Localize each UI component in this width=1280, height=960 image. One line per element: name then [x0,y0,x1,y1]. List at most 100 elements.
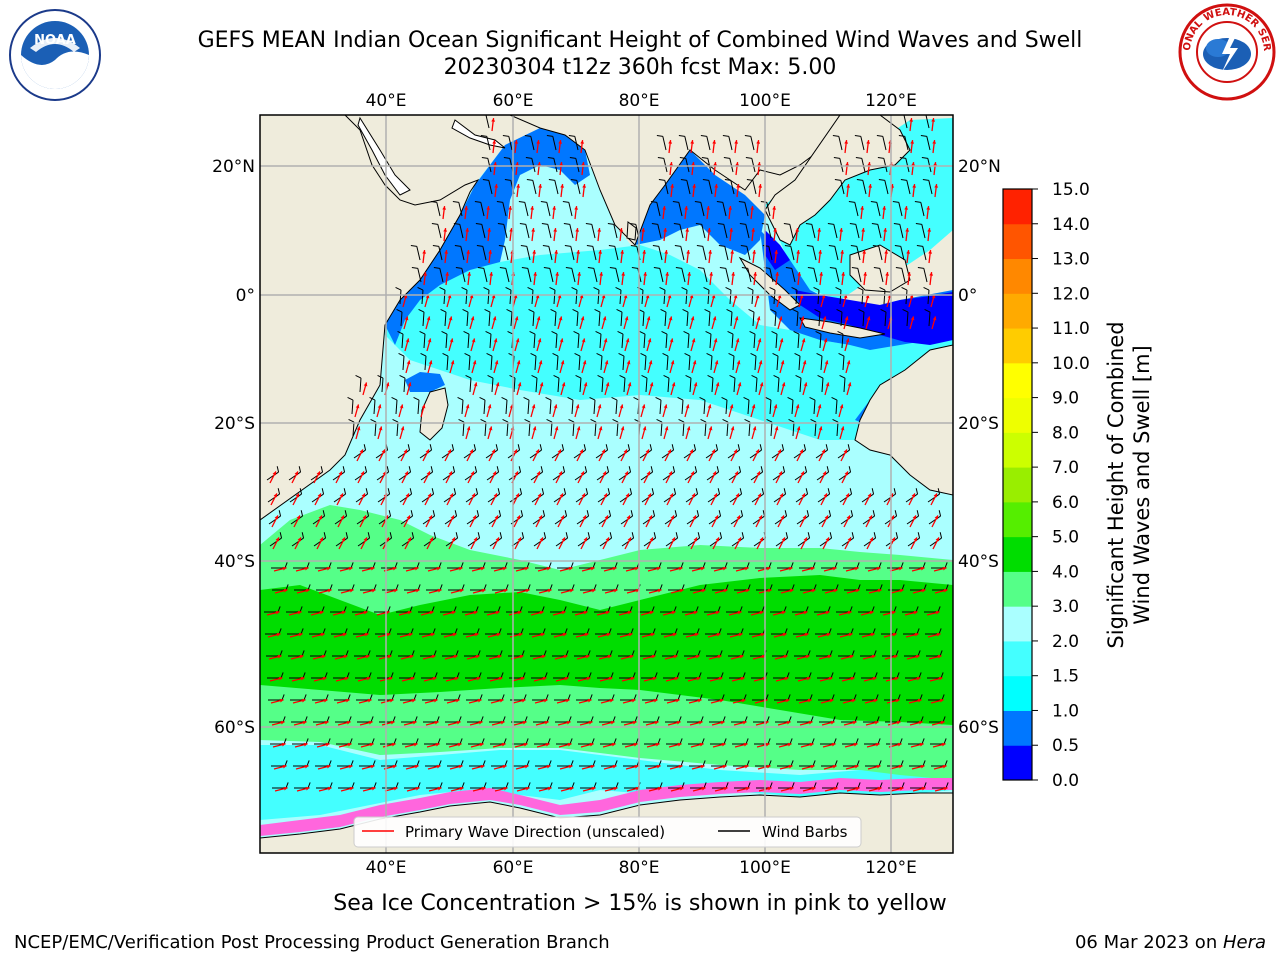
wind-barb [531,493,544,503]
wave-arrow-head [685,228,690,232]
wave-arrow-head [831,742,836,747]
wind-barb [833,224,838,239]
wave-arrow-head [845,162,850,166]
wind-barb [726,421,729,437]
wind-barb-flag [321,488,325,495]
wave-arrow-head [486,206,491,210]
wind-barb-flag [782,466,786,473]
wind-barb-flag [694,201,701,203]
wave-arrow-head [428,515,433,520]
wind-barb-flag [456,672,460,679]
wind-barb [905,493,918,503]
wind-barb-flag [548,179,555,181]
wind-barb-flag [571,287,578,291]
wave-arrow-head [756,471,761,476]
wave-arrow-head [647,493,652,498]
wave-arrow-head [904,206,909,210]
wave-arrow-head [345,698,350,703]
wave-arrow-head [580,316,585,321]
wind-barb-flag [413,397,420,401]
wind-barb-flag [856,179,863,181]
wave-arrow-head [712,140,717,144]
wind-barb-flag [618,353,625,357]
wave-arrow-head [509,228,514,232]
wave-arrow-head [934,515,939,520]
wave-arrow-head [339,493,344,498]
wave-arrow-head [564,676,569,681]
wind-barb-flag [408,466,412,473]
wave-arrow-head [447,449,452,454]
wind-barb-flag [628,466,632,473]
wind-barb [511,537,524,547]
wave-arrow-head [899,786,904,791]
wave-arrow-head [602,316,607,321]
wind-barb-flag [300,510,304,517]
darkblue-java-sea [795,290,953,345]
wave-arrow-head [653,698,658,703]
wind-barb [289,493,302,503]
wave-arrow-head [455,698,460,703]
wind-barb [841,333,844,349]
wave-arrow-head [706,206,711,210]
wind-barb [725,268,730,283]
wind-barb [643,537,656,547]
wind-barb-flag [693,444,697,451]
wind-barb [488,311,491,327]
wind-barb-flag [942,716,946,723]
wave-arrow-head [543,698,548,703]
wind-barb-flag [781,444,785,451]
wave-arrow-head [608,676,613,681]
wave-arrow-head [926,206,931,210]
wave-arrow-head [909,118,914,122]
wind-barb [665,537,678,547]
wave-arrow-head [778,316,783,321]
wave-arrow-head [423,272,428,276]
wind-barb [466,515,479,525]
wind-barb-flag [474,201,481,203]
wind-barb-flag [697,267,704,269]
wind-barb [491,377,494,393]
wind-barb [424,355,427,371]
wind-barb [571,268,576,283]
wind-barb-flag [741,532,745,539]
wave-arrow-head [591,786,596,791]
wave-arrow-head [802,360,807,365]
wind-barb-flag [417,782,421,789]
wind-barb [423,537,436,547]
wind-barb-flag [682,309,689,313]
wind-barb [711,377,714,393]
wind-barb [732,355,735,371]
wind-barb [620,515,633,525]
wind-barb-flag [347,397,354,401]
wind-barb-flag [593,782,597,789]
wind-barb [796,311,799,327]
wind-barb-flag [853,694,857,701]
wave-arrow-head [700,764,705,769]
wave-arrow-head [741,698,746,703]
wave-arrow-head [344,676,349,681]
wave-arrow-head [538,184,543,188]
wave-arrow-head [668,140,673,144]
wave-arrow-head [404,471,409,476]
map-frame [259,114,954,854]
wave-arrow-head [757,338,762,343]
wind-barb [421,493,434,503]
wind-barb-flag [414,716,418,723]
wind-barb-flag [702,760,706,767]
wind-barb-flag [461,584,465,591]
wind-barb-flag [563,606,567,613]
wind-barb [489,537,502,547]
wave-arrow-head [598,426,603,431]
wind-barb [703,268,708,283]
wave-arrow-head [575,404,580,409]
wave-arrow-head [324,720,329,725]
wind-barb-flag [567,694,571,701]
wind-barb [595,449,608,459]
wind-barb [727,449,740,459]
wind-barb [600,355,603,371]
wind-barb-flag [546,419,553,423]
wind-barb-flag [627,444,631,451]
wind-barb-flag [832,716,836,723]
wave-arrow-head [405,338,410,343]
wind-barb-flag [524,716,528,723]
